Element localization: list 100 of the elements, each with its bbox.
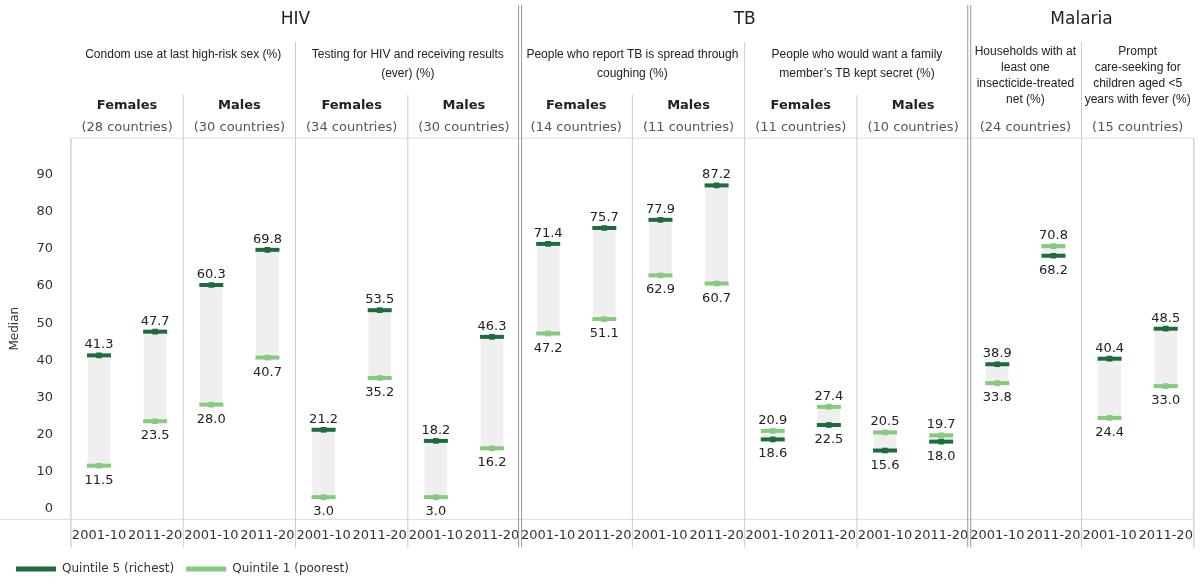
point [96, 352, 102, 359]
text: (30 countries) [418, 119, 510, 135]
point [601, 225, 608, 231]
point [994, 380, 1001, 386]
data-label: 77.9 [645, 200, 675, 216]
data-label: 46.3 [477, 317, 507, 333]
point [545, 241, 551, 247]
legend-label: Quintile 5 (richest) [62, 561, 175, 576]
text: Males [667, 97, 711, 113]
text: (24 countries) [979, 119, 1071, 135]
data-label: 28.0 [196, 410, 226, 426]
x-tick-label: 2001-10 [184, 526, 239, 542]
text: Females [321, 97, 383, 113]
x-tick-label: 2011-20 [577, 526, 632, 542]
point [938, 432, 944, 439]
x-tick-label: 2001-10 [1082, 526, 1137, 542]
point [208, 401, 215, 408]
text: Testing for HIV and receiving results (ever) (%) [311, 47, 504, 81]
point [320, 426, 327, 433]
x-tick-label: 2011-20 [801, 526, 857, 542]
data-label: 62.9 [645, 281, 675, 297]
data-label: 70.8 [1038, 227, 1068, 243]
data-label: 53.5 [365, 291, 395, 307]
y-tick-label: 70 [36, 240, 53, 256]
x-tick-label: 2011-20 [240, 526, 295, 542]
point [1050, 243, 1057, 249]
point [882, 447, 888, 454]
point [994, 361, 1001, 368]
point [1162, 325, 1169, 332]
x-tick-label: 2001-10 [521, 526, 576, 542]
text: (14 countries) [530, 119, 622, 135]
data-label: 60.3 [196, 266, 226, 282]
text: Females [545, 97, 607, 113]
text: (30 countries) [193, 119, 285, 135]
x-tick-label: 2001-10 [745, 526, 800, 542]
x-tick-label: 2001-10 [970, 526, 1025, 542]
text: People who would want a family member’s TB kept secret (%) [771, 47, 943, 81]
text: HIV [280, 8, 311, 29]
bar [592, 227, 616, 320]
bar [649, 219, 672, 276]
text: Condom use at last high-risk sex (%) [85, 47, 282, 62]
text: Households with at least one insecticide-treated net (%) [974, 44, 1077, 107]
data-label: 11.5 [84, 471, 114, 487]
text: Prompt care-seeking for children aged <5 years with fever (%) [1084, 44, 1191, 107]
point [1050, 252, 1057, 259]
data-label: 87.2 [702, 166, 732, 182]
data-label: 71.4 [533, 224, 563, 240]
x-tick-label: 2011-20 [1026, 526, 1081, 542]
text: Malaria [1050, 8, 1113, 29]
x-tick-label: 2001-10 [71, 526, 127, 542]
y-tick-label: 30 [36, 388, 53, 404]
data-label: 23.5 [140, 427, 170, 443]
data-label: 21.2 [309, 410, 339, 426]
point [769, 428, 776, 434]
y-tick-label: 40 [36, 351, 53, 367]
point [826, 422, 832, 428]
text: Males [891, 97, 935, 113]
data-label: 69.8 [252, 230, 282, 246]
point [545, 330, 551, 337]
bar [480, 336, 504, 449]
y-tick-label: 0 [44, 499, 53, 515]
x-tick-label: 2011-20 [127, 526, 183, 542]
point [433, 438, 439, 444]
bar [1098, 358, 1121, 419]
text: Females [96, 97, 158, 113]
data-label: 22.5 [814, 430, 844, 446]
text: TB [732, 8, 756, 29]
x-tick-label: 2001-10 [408, 526, 464, 542]
text: Males [218, 97, 261, 113]
data-label: 35.2 [365, 383, 395, 399]
point [208, 282, 215, 288]
x-tick-label: 2011-20 [689, 526, 744, 542]
text: Females [770, 97, 832, 113]
point [433, 494, 439, 501]
bar [312, 429, 335, 498]
text: (34 countries) [306, 119, 398, 135]
y-tick-label: 90 [36, 166, 53, 182]
data-label: 48.5 [1151, 309, 1181, 325]
point [1162, 383, 1169, 389]
point [152, 328, 158, 335]
y-tick-label: 60 [36, 277, 53, 293]
bar [368, 309, 392, 379]
point [1106, 355, 1113, 362]
data-label: 47.7 [140, 312, 170, 328]
data-label: 40.4 [1095, 339, 1125, 355]
data-label: 18.2 [421, 421, 451, 437]
text: (11 countries) [642, 119, 735, 135]
point [1106, 415, 1113, 421]
data-label: 33.8 [982, 389, 1012, 405]
point [376, 307, 383, 314]
data-label: 18.6 [758, 445, 788, 461]
x-tick-label: 2011-20 [464, 526, 520, 542]
text: (15 countries) [1092, 119, 1184, 135]
y-tick-label: 80 [36, 203, 53, 219]
data-label: 18.0 [926, 447, 956, 463]
text: (11 countries) [755, 119, 847, 135]
data-label: 47.2 [533, 339, 563, 355]
text: Males [442, 97, 486, 113]
legend-label: Quintile 1 (poorest) [232, 561, 349, 576]
point [264, 247, 271, 253]
